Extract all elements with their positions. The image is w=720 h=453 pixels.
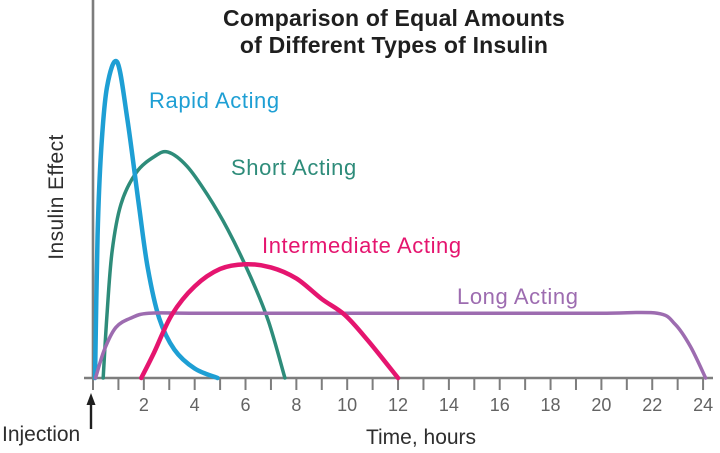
x-tick-label: 16 bbox=[490, 395, 510, 415]
series-label-long-acting: Long Acting bbox=[457, 284, 579, 309]
insulin-curves bbox=[92, 58, 708, 381]
x-tick-label: 6 bbox=[241, 395, 251, 415]
x-axis-ticks bbox=[92, 378, 705, 390]
x-tick-label: 22 bbox=[642, 395, 662, 415]
x-tick-label: 20 bbox=[591, 395, 611, 415]
x-tick-label: 2 bbox=[139, 395, 149, 415]
chart-title: Comparison of Equal Amounts of Different… bbox=[223, 5, 565, 59]
x-tick-label: 10 bbox=[337, 395, 357, 415]
chart-title-line-1: Comparison of Equal Amounts bbox=[223, 5, 565, 31]
series-label-intermediate-acting: Intermediate Acting bbox=[262, 233, 462, 258]
series-label-rapid-acting: Rapid Acting bbox=[149, 88, 280, 113]
injection-label: Injection bbox=[2, 423, 81, 446]
x-tick-label: 18 bbox=[541, 395, 561, 415]
x-tick-label: 24 bbox=[693, 395, 713, 415]
chart-title-line-2: of Different Types of Insulin bbox=[239, 32, 549, 58]
series-label-short-acting: Short Acting bbox=[231, 155, 357, 180]
curve-long-acting bbox=[93, 310, 708, 380]
injection-arrow bbox=[86, 393, 96, 429]
y-axis-label: Insulin Effect bbox=[45, 134, 68, 260]
x-axis-label: Time, hours bbox=[365, 426, 477, 449]
curve-rapid-acting bbox=[92, 58, 220, 381]
x-tick-label: 8 bbox=[291, 395, 301, 415]
x-tick-label: 4 bbox=[190, 395, 200, 415]
x-tick-label: 12 bbox=[388, 395, 408, 415]
curve-short-acting bbox=[101, 149, 287, 380]
x-axis-tick-labels: 2 4 6 8 10 12 14 16 18 20 22 24 bbox=[139, 395, 713, 415]
x-tick-label: 14 bbox=[439, 395, 459, 415]
curve-intermediate-acting bbox=[139, 261, 401, 381]
injection-arrow-head bbox=[86, 393, 96, 405]
